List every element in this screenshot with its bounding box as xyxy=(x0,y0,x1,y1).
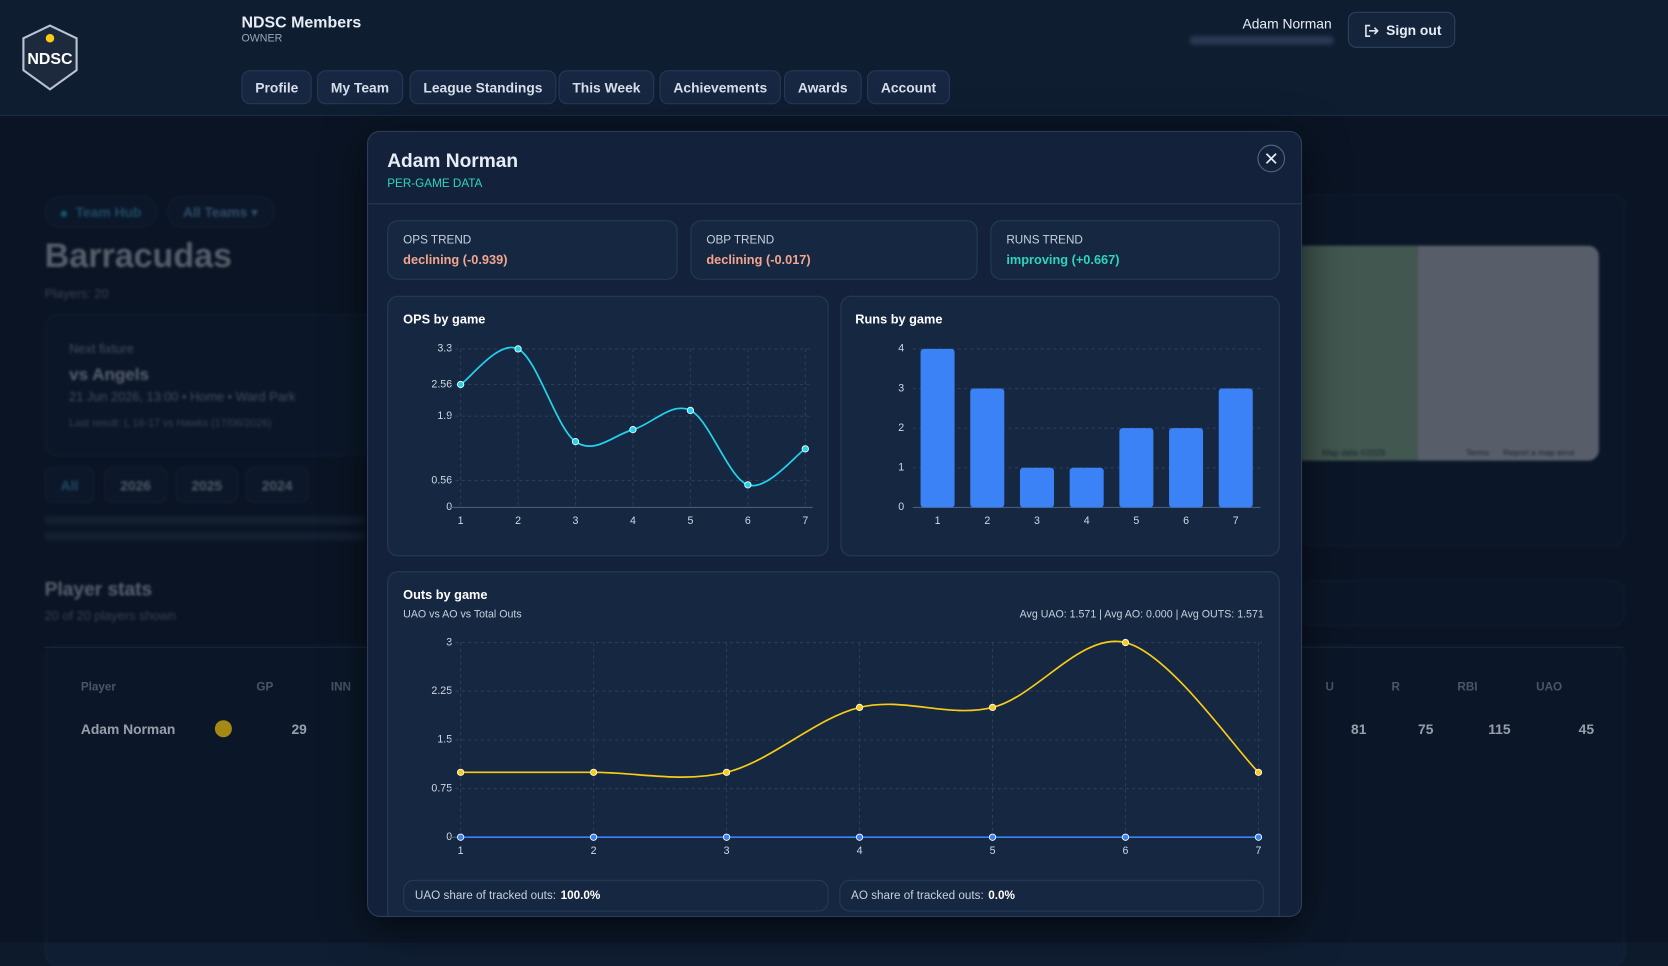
trophy-icon xyxy=(214,720,232,738)
trend-value: declining (-0.017) xyxy=(706,252,811,268)
trend-value: improving (+0.667) xyxy=(1006,252,1120,268)
table-header: RBI xyxy=(1457,680,1478,694)
players-count: Players: 20 xyxy=(44,286,109,302)
map-park xyxy=(1301,245,1419,461)
trend-card: RUNS TREND improving (+0.667) xyxy=(990,220,1280,280)
fixture-label: Next fixture xyxy=(69,341,134,357)
nav-button[interactable]: This Week xyxy=(558,70,655,105)
close-icon xyxy=(1265,153,1277,164)
top-bar: NDSC NDSC Members OWNER Adam Norman Sign… xyxy=(0,0,1668,116)
team-name: Barracudas xyxy=(44,236,233,275)
share-value: 0.0% xyxy=(988,889,1015,903)
sign-out-button[interactable]: Sign out xyxy=(1347,11,1456,48)
trend-label: OBP TREND xyxy=(706,234,775,247)
user-name: Adam Norman xyxy=(1242,15,1332,32)
stats-title: Player stats xyxy=(44,578,153,600)
team-filter-label: All Teams xyxy=(182,204,248,221)
modal: Adam Norman PER-GAME DATA OPS TREND decli… xyxy=(367,130,1303,917)
sign-out-icon xyxy=(1365,24,1379,37)
brand: NDSC Members xyxy=(241,13,362,32)
map-credit: Map data ©2026 xyxy=(1322,447,1386,458)
table-cell: 29 xyxy=(291,721,307,738)
nav-button[interactable]: Achievements xyxy=(659,70,781,105)
team-filter: All Teams ▾ xyxy=(167,195,275,228)
table-cell: 45 xyxy=(1578,721,1595,738)
fixture-details: 21 Jun 2026, 13:00 • Home • Ward Park xyxy=(69,389,296,405)
svg-text:NDSC: NDSC xyxy=(27,51,73,68)
modal-subtitle: PER-GAME DATA xyxy=(387,177,483,191)
runs-panel xyxy=(840,295,1280,557)
nav-button[interactable]: Awards xyxy=(784,70,862,105)
nav-button[interactable]: Profile xyxy=(241,70,313,105)
table-cell: 115 xyxy=(1488,721,1511,738)
season-filter[interactable]: All xyxy=(44,467,95,504)
share-label: UAO share of tracked outs: xyxy=(414,889,557,903)
nav-button[interactable]: Account xyxy=(866,70,950,105)
map: Map data ©2026 Terms Report a map error xyxy=(1301,245,1599,461)
trend-card: OBP TREND declining (-0.017) xyxy=(690,220,978,280)
logo: NDSC xyxy=(22,24,78,91)
trend-label: OPS TREND xyxy=(403,234,472,247)
fixture-opponent: vs Angels xyxy=(69,365,149,385)
role: OWNER xyxy=(241,32,283,45)
map-report: Report a map error xyxy=(1503,447,1576,458)
table-cell: 75 xyxy=(1418,721,1434,738)
trend-card: OPS TREND declining (-0.939) xyxy=(387,220,678,280)
table-cell-player: Adam Norman xyxy=(80,721,176,738)
stats-count: 20 of 20 players shown xyxy=(44,608,176,624)
ops-panel xyxy=(387,295,829,557)
trend-label: RUNS TREND xyxy=(1006,234,1083,247)
team-hub-pill: Team Hub xyxy=(44,195,158,228)
description-blurred xyxy=(44,515,364,525)
table-header: UAO xyxy=(1536,680,1563,694)
table-header: U xyxy=(1325,680,1334,694)
close-button[interactable] xyxy=(1257,144,1286,173)
map-terms: Terms xyxy=(1465,447,1490,458)
share-label: AO share of tracked outs: xyxy=(851,889,984,903)
map-card: Map data ©2026 Terms Report a map error xyxy=(1299,193,1626,547)
modal-title: Adam Norman xyxy=(387,149,519,172)
season-filter[interactable]: 2024 xyxy=(245,467,309,504)
nav-button[interactable]: My Team xyxy=(317,70,403,105)
search-box xyxy=(1299,579,1626,627)
outs-panel xyxy=(387,571,1280,916)
share-box: AO share of tracked outs: 0.0% xyxy=(839,879,1264,912)
share-box: UAO share of tracked outs: 100.0% xyxy=(403,879,829,912)
season-filter[interactable]: 2025 xyxy=(175,467,239,504)
share-value: 100.0% xyxy=(560,889,601,903)
table-header: GP xyxy=(256,680,274,694)
user-email-blurred xyxy=(1189,36,1335,45)
fixture-card: Next fixture vs Angels 21 Jun 2026, 13:0… xyxy=(44,313,398,457)
season-filter[interactable]: 2026 xyxy=(104,467,167,504)
team-hub: Team Hub xyxy=(75,204,142,221)
table-header: Player xyxy=(80,680,116,694)
table-cell: 81 xyxy=(1351,721,1367,738)
table-header: R xyxy=(1391,680,1400,694)
modal-divider xyxy=(368,203,1302,205)
table-header: INN xyxy=(330,680,352,694)
description-blurred xyxy=(44,531,364,541)
trend-value: declining (-0.939) xyxy=(403,252,508,268)
sign-out-label: Sign out xyxy=(1386,22,1442,39)
nav-button[interactable]: League Standings xyxy=(409,70,557,105)
last-result: Last result: L 16-17 vs Hawks (17/06/202… xyxy=(69,418,272,430)
